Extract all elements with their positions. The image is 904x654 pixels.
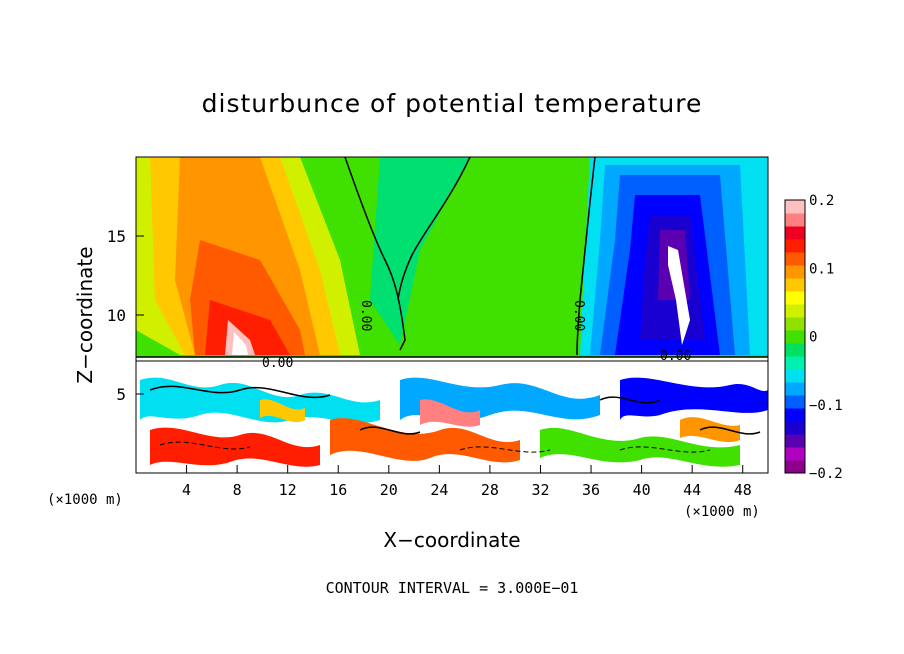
colorbar-swatch (785, 330, 805, 344)
colorbar-swatch (785, 447, 805, 461)
colorbar-frame (784, 199, 806, 474)
colorbar-swatch (785, 200, 805, 214)
x-tick-label: 32 (531, 481, 549, 499)
y-tick-label: 15 (107, 227, 126, 246)
colorbar-tick-label: 0.2 (809, 193, 834, 209)
x-tick-label: 16 (329, 481, 347, 499)
chart-title: disturbunce of potential temperature (202, 89, 703, 118)
x-unit-label-left: (×1000 m) (47, 492, 123, 508)
colorbar-swatch (785, 460, 805, 474)
colorbar-tick-label: −0.2 (809, 466, 843, 482)
y-tick-label: 10 (107, 306, 126, 325)
x-tick-label: 44 (683, 481, 701, 499)
colorbar-swatch (785, 382, 805, 396)
colorbar-swatch (785, 226, 805, 240)
colorbar-swatch (785, 421, 805, 435)
x-tick-label: 4 (182, 481, 191, 499)
colorbar-swatch (785, 304, 805, 318)
x-axis: 4 8 12 16 20 24 28 32 36 40 44 48 (182, 465, 752, 499)
contour-label-4: 0.00 (660, 349, 691, 364)
x-tick-label: 12 (279, 481, 297, 499)
plot-area (136, 157, 768, 473)
contour-lines (136, 157, 768, 435)
x-tick-label: 36 (582, 481, 600, 499)
colorbar-swatch (785, 252, 805, 266)
colorbar-ticks: 0.2 0.1 0 −0.1 −0.2 (809, 193, 843, 482)
colorbar-swatch (785, 356, 805, 370)
y-axis: 5 10 15 (107, 227, 144, 404)
x-tick-label: 20 (380, 481, 398, 499)
colorbar-swatch (785, 369, 805, 383)
colorbar-swatch (785, 395, 805, 409)
colorbar-swatch (785, 343, 805, 357)
x-unit-label-right: (×1000 m) (684, 504, 760, 520)
colorbar-swatch (785, 408, 805, 422)
colorbar-tick-label: −0.1 (809, 398, 843, 414)
x-tick-label: 24 (430, 481, 448, 499)
contour-interval-note: CONTOUR INTERVAL = 3.000E−01 (326, 579, 579, 597)
colorbar-swatch (785, 213, 805, 227)
x-tick-label: 8 (233, 481, 242, 499)
colorbar-tick-label: 0.1 (809, 261, 834, 277)
y-tick-label: 5 (116, 385, 126, 404)
colorbar-swatch (785, 278, 805, 292)
colorbar-swatch (785, 239, 805, 253)
contour-label-1: 0.00 (358, 300, 373, 331)
x-tick-label: 48 (734, 481, 752, 499)
x-tick-label: 28 (481, 481, 499, 499)
y-axis-label: Z−coordinate (73, 246, 97, 383)
x-tick-label: 40 (633, 481, 651, 499)
colorbar-tick-label: 0 (809, 330, 817, 346)
colorbar-swatch (785, 434, 805, 448)
contour-label-3: 0.00 (262, 356, 293, 371)
colorbar-swatch (785, 291, 805, 305)
colorbar-swatch (785, 265, 805, 279)
x-axis-label: X−coordinate (383, 528, 520, 552)
colorbar (784, 199, 806, 474)
colorbar-swatch (785, 317, 805, 331)
contour-label-2: 0.00 (571, 300, 586, 331)
